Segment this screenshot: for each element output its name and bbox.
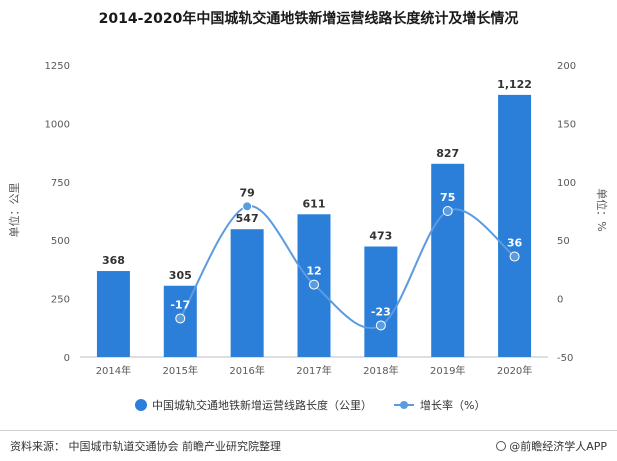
bar — [431, 163, 465, 357]
x-axis-ticks: 2014年 2015年 2016年 2017年 2018年 2019年 2020年 — [96, 364, 533, 377]
chart-title: 2014-2020年中国城轨交通地铁新增运营线路长度统计及增长情况 — [98, 11, 519, 27]
x-tick-label: 2015年 — [163, 364, 198, 377]
line-point-label: -23 — [371, 305, 391, 318]
line-point — [442, 206, 453, 216]
bar-value-label: 305 — [169, 269, 192, 282]
bar — [96, 271, 130, 357]
x-tick-label: 2020年 — [497, 364, 532, 377]
left-tick-label: 500 — [51, 236, 70, 247]
chart-svg: 0 250 500 750 1000 1250 -50 0 50 100 150 200 单位：公里… — [7, 61, 609, 412]
left-tick-label: 250 — [51, 295, 70, 306]
right-axis-label: 单位：% — [595, 188, 609, 231]
line-point — [309, 279, 319, 290]
left-tick-label: 0 — [64, 353, 70, 364]
line-point-label: 75 — [440, 191, 455, 204]
legend: 中国城轨交通地铁新增运营线路长度（公里） 增长率（%） — [135, 398, 485, 412]
right-tick-label: 0 — [557, 295, 563, 306]
right-tick-label: -50 — [557, 353, 573, 364]
footer: 资料来源： 中国城市轨道交通协会 前瞻产业研究院整理 @前瞻经济学人APP — [0, 430, 617, 461]
line-point-label: -17 — [170, 298, 190, 311]
bar-value-label: 368 — [102, 254, 125, 267]
left-axis-label: 单位：公里 — [7, 183, 21, 238]
growth-rate-points: -17 79 12 -23 75 36 — [170, 186, 523, 331]
brand-credit: @前瞻经济学人APP — [496, 438, 607, 454]
bar — [364, 246, 398, 357]
bar — [230, 229, 264, 357]
line-point — [509, 251, 520, 262]
x-tick-label: 2014年 — [96, 364, 131, 377]
line-point — [175, 313, 186, 324]
bar-value-label: 547 — [236, 212, 259, 225]
x-tick-label: 2019年 — [430, 364, 465, 377]
left-tick-label: 1250 — [45, 61, 70, 72]
x-tick-label: 2017年 — [296, 364, 331, 377]
legend-bar-label: 中国城轨交通地铁新增运营线路长度（公里） — [152, 398, 372, 412]
line-point-label: 36 — [507, 237, 523, 250]
x-tick-label: 2016年 — [229, 364, 264, 377]
right-tick-label: 50 — [557, 236, 570, 247]
bar-value-label: 1,122 — [497, 78, 532, 91]
bar — [498, 94, 532, 357]
growth-rate-line — [179, 205, 516, 329]
brand-text: @前瞻经济学人APP — [509, 440, 607, 453]
right-tick-label: 100 — [557, 178, 576, 189]
x-tick-label: 2018年 — [363, 364, 398, 377]
bar-value-label: 473 — [369, 230, 392, 243]
left-axis-ticks: 0 250 500 750 1000 1250 — [45, 61, 70, 364]
left-tick-label: 1000 — [45, 119, 70, 130]
legend-line-dot — [400, 401, 408, 409]
brand-logo-icon — [496, 441, 507, 451]
bar-value-label: 611 — [303, 197, 326, 210]
right-tick-label: 200 — [557, 61, 576, 72]
left-tick-label: 750 — [51, 178, 70, 189]
legend-line-label: 增长率（%） — [420, 398, 485, 412]
bar-value-label: 827 — [436, 147, 459, 160]
line-point-label: 12 — [306, 265, 321, 278]
line-point — [242, 201, 253, 212]
line-point-label: 79 — [239, 186, 254, 199]
bar-series: 368 305 547 611 473 827 1,122 — [96, 78, 532, 357]
source-note: 资料来源： 中国城市轨道交通协会 前瞻产业研究院整理 — [10, 440, 281, 453]
legend-bar-marker — [135, 399, 147, 411]
line-point — [375, 320, 386, 331]
right-axis-ticks: -50 0 50 100 150 200 — [557, 61, 576, 364]
right-tick-label: 150 — [557, 119, 576, 130]
